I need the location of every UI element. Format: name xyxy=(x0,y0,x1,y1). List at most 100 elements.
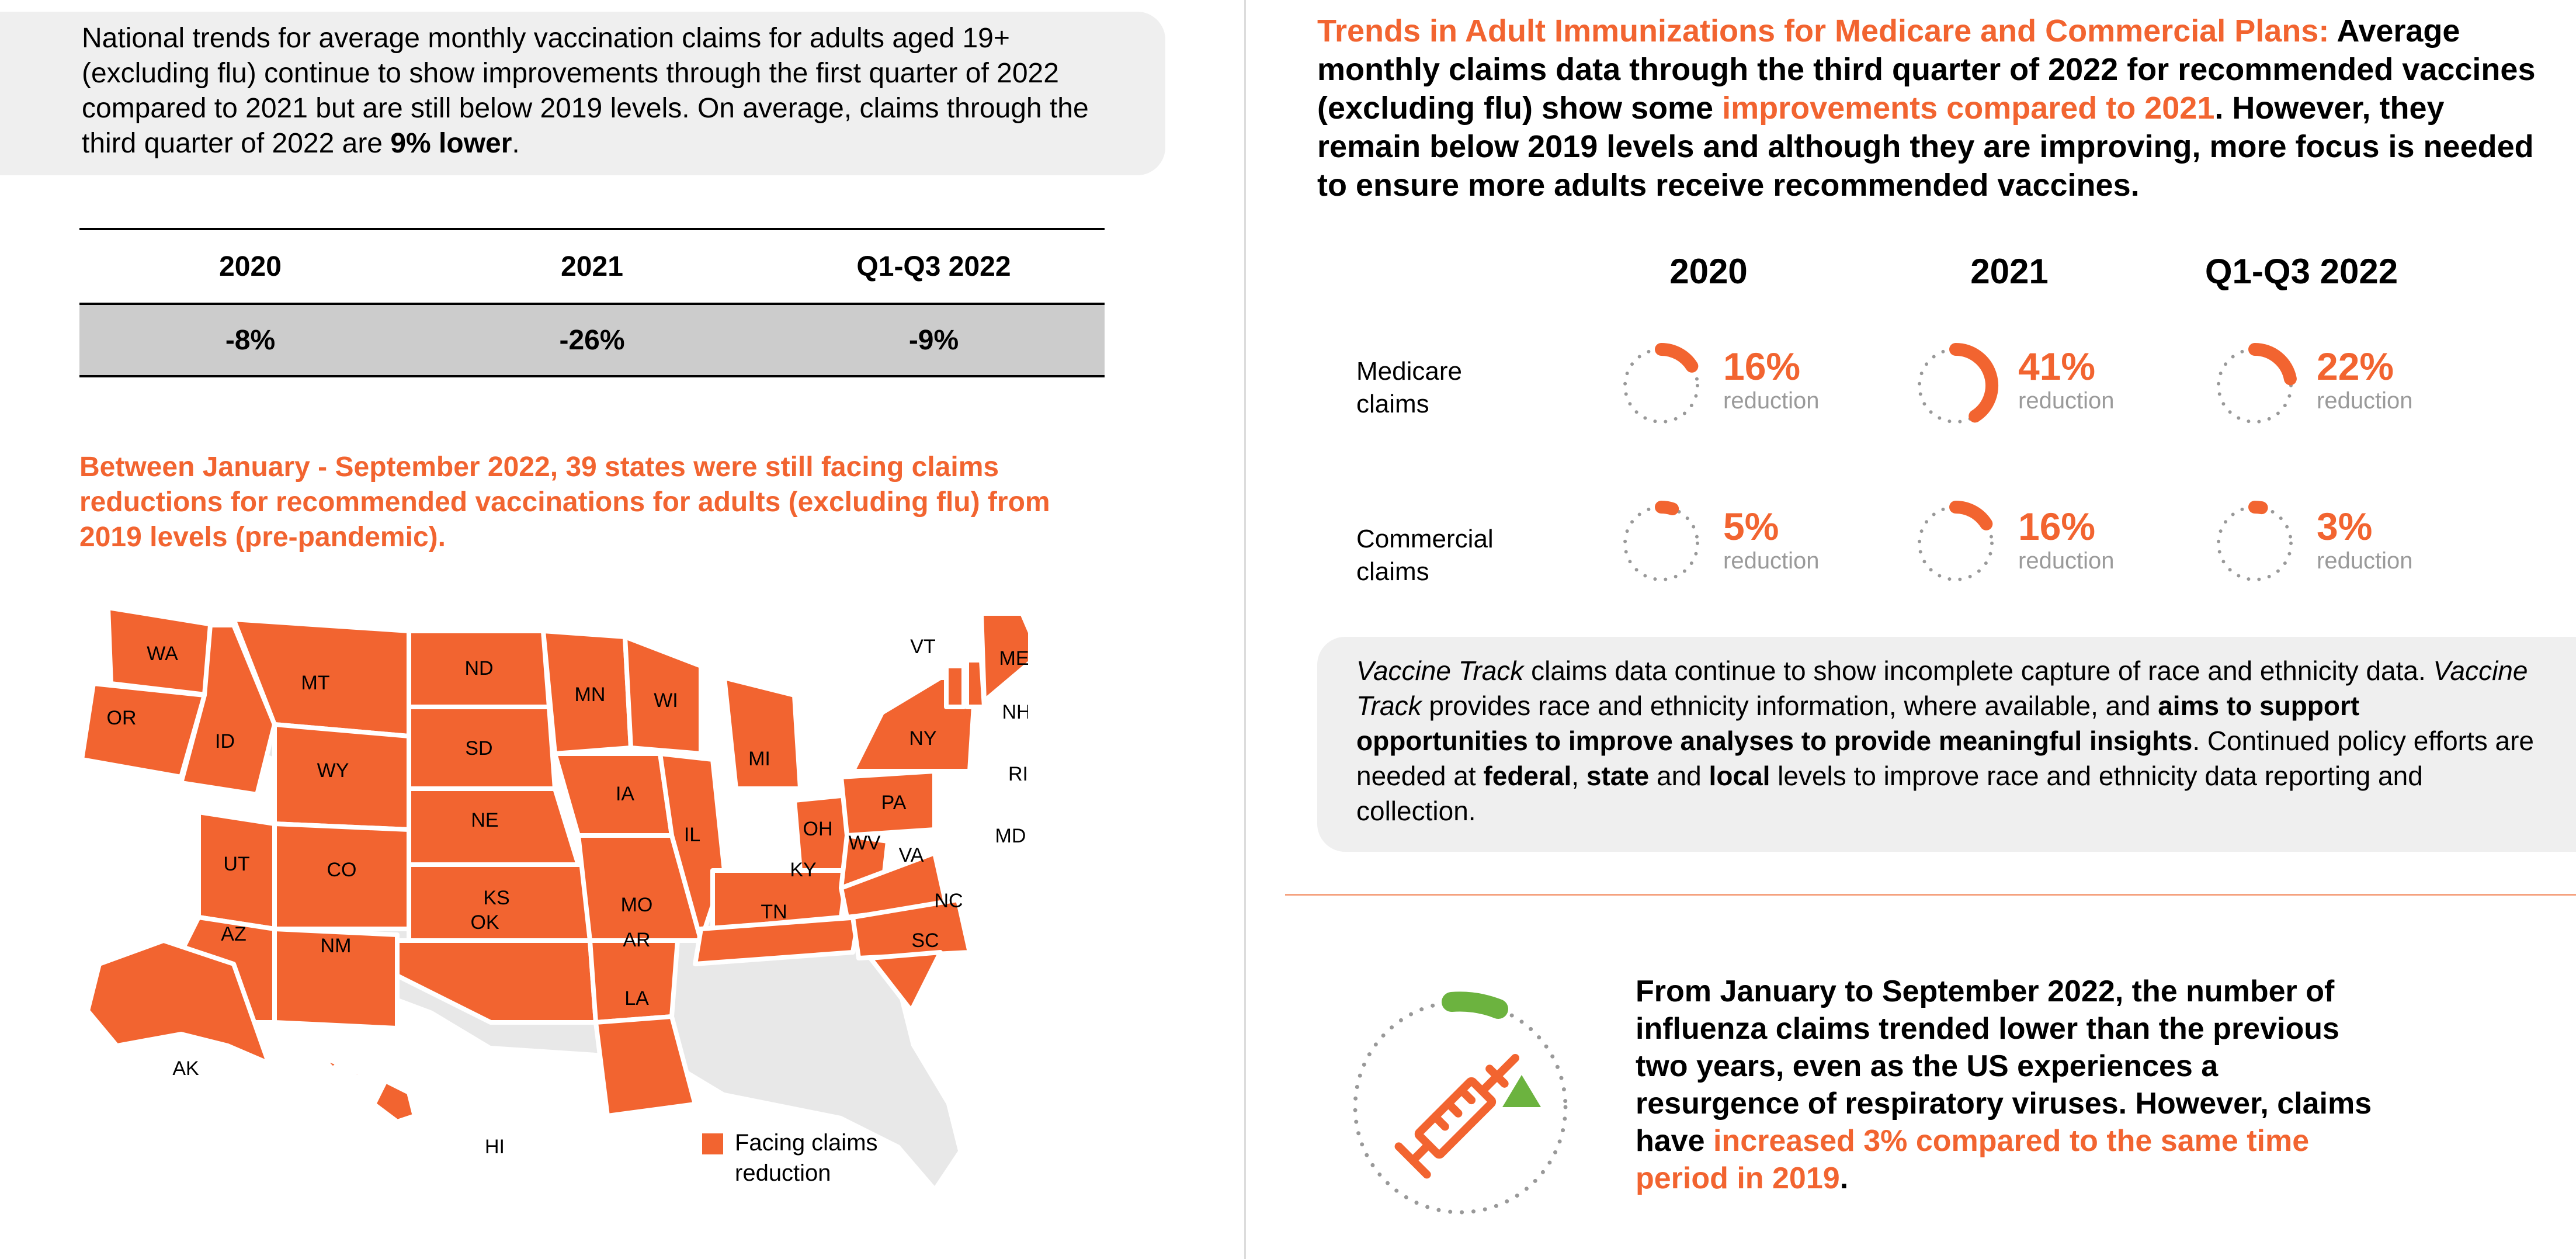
map-label: AR xyxy=(623,929,650,951)
claims-heading: Trends in Adult Immunizations for Medica… xyxy=(1317,13,2536,203)
map-label: AK xyxy=(172,1057,199,1080)
map-label: SD xyxy=(465,737,492,759)
donut-track xyxy=(2217,348,2293,424)
map-label: MN xyxy=(575,684,606,706)
state-nm xyxy=(272,927,400,1031)
donut-track xyxy=(1623,348,1699,424)
state-la xyxy=(593,1014,697,1118)
value-medicare-2020: 16% reduction xyxy=(1723,345,1820,414)
map-label: AZ xyxy=(221,923,246,945)
donut-arc xyxy=(1655,343,1699,373)
map-label: KS xyxy=(483,887,509,909)
intro-bold: 9% lower xyxy=(390,128,512,159)
column-header-2020: 2020 xyxy=(1669,252,1748,291)
map-label: WV xyxy=(849,832,881,854)
map-label: VT xyxy=(910,636,935,658)
state-vt xyxy=(944,664,966,709)
table-cell-2022: -9% xyxy=(908,324,959,356)
value-commercial-2021: 16% reduction xyxy=(2018,505,2115,574)
up-triangle-icon xyxy=(1502,1075,1541,1107)
green-arc-icon xyxy=(1442,991,1508,1019)
value-medicare-2022: 22% reduction xyxy=(2317,345,2413,414)
race-ethnicity-panel xyxy=(1317,637,2576,852)
donut-arc xyxy=(2248,343,2297,386)
donut-commercial-2021 xyxy=(1918,501,1994,581)
table-header-2021: 2021 xyxy=(561,251,623,282)
donut-track xyxy=(2217,505,2293,581)
state-hi-islands xyxy=(319,1055,364,1080)
donut-medicare-2020 xyxy=(1623,343,1699,424)
map-label: NE xyxy=(471,809,498,831)
horizontal-divider xyxy=(1285,894,2576,896)
map-label: WY xyxy=(317,759,349,782)
table-cell-2021: -26% xyxy=(559,324,625,356)
donut-commercial-2020 xyxy=(1623,501,1699,581)
state-ok xyxy=(395,938,598,1025)
us-states-map: WA OR ID MT WY ND SD NE MN WI MI IA IL U… xyxy=(82,605,1029,1186)
map-label: RI xyxy=(1008,763,1028,785)
column-header-2021: 2021 xyxy=(1970,252,2049,291)
map-label: SC xyxy=(911,929,939,952)
flu-statement: From January to September 2022, the numb… xyxy=(1636,974,2372,1195)
state-me xyxy=(979,611,1028,703)
table-cell-2020: -8% xyxy=(225,324,276,356)
column-header-2022: Q1-Q3 2022 xyxy=(2204,252,2398,291)
donut-arc xyxy=(2248,501,2268,515)
value-commercial-2022: 3% reduction xyxy=(2317,505,2413,574)
donut-arc xyxy=(1949,343,1998,423)
map-label: ND xyxy=(464,657,493,679)
state-hi xyxy=(372,1078,417,1124)
map-label: OR xyxy=(107,707,137,729)
flu-syringe-graphic xyxy=(1353,991,1568,1215)
map-label: NC xyxy=(934,890,963,912)
table-header-2020: 2020 xyxy=(219,251,282,282)
map-label: NM xyxy=(321,935,352,957)
map-label: KY xyxy=(790,859,816,881)
map-label: NY xyxy=(909,727,936,750)
value-commercial-2020: 5% reduction xyxy=(1723,505,1820,574)
state-ak xyxy=(85,938,271,1066)
donut-track xyxy=(1918,505,1994,581)
map-label: UT xyxy=(223,853,249,875)
state-nh xyxy=(964,658,987,709)
map-label: HI xyxy=(485,1136,505,1158)
map-label: TN xyxy=(761,901,787,923)
race-ethnicity-text: Vaccine Track claims data continue to sh… xyxy=(1356,655,2535,826)
legend-label: Facing claims reduction xyxy=(735,1130,878,1186)
state-mi xyxy=(722,675,803,791)
state-ar xyxy=(588,938,680,1025)
donut-commercial-2022 xyxy=(2217,501,2293,581)
map-label: IL xyxy=(684,824,700,846)
map-label: OK xyxy=(470,911,499,934)
map-label: WA xyxy=(147,643,178,665)
donut-arc xyxy=(1949,501,1993,530)
table-row: -8% -26% -9% xyxy=(79,305,1105,377)
legend-swatch xyxy=(702,1133,723,1154)
donut-medicare-2022 xyxy=(2217,343,2297,424)
intro-text: National trends for average monthly vacc… xyxy=(82,23,1089,159)
map-label: OH xyxy=(803,818,833,840)
intro-panel xyxy=(0,12,1165,175)
map-label: NH xyxy=(1002,701,1028,723)
map-label: MD xyxy=(995,825,1026,847)
map-label: ME xyxy=(999,647,1029,670)
map-label: CO xyxy=(327,859,357,881)
syringe-icon xyxy=(1394,1054,1519,1179)
state-ia xyxy=(553,751,674,838)
state-nc xyxy=(850,897,972,960)
state-sc xyxy=(868,950,943,1013)
donut-medicare-2021 xyxy=(1918,343,1998,424)
donut-track xyxy=(1623,505,1699,581)
table-header-2022: Q1-Q3 2022 xyxy=(856,251,1011,282)
national-trend-table: 2020 2021 Q1-Q3 2022 -8% -26% -9% xyxy=(79,228,1105,377)
map-label: LA xyxy=(624,987,649,1010)
states-statement: Between January - September 2022, 39 sta… xyxy=(79,452,1050,553)
map-label: MI xyxy=(748,748,770,770)
map-label: ID xyxy=(215,730,235,752)
map-label: MO xyxy=(621,894,653,916)
vertical-divider xyxy=(1244,0,1246,1259)
row-label-commercial: Commercial claims xyxy=(1356,525,1494,586)
state-wi xyxy=(623,634,703,756)
dotted-ring-icon xyxy=(1353,1000,1568,1215)
donut-arc xyxy=(1655,501,1679,516)
